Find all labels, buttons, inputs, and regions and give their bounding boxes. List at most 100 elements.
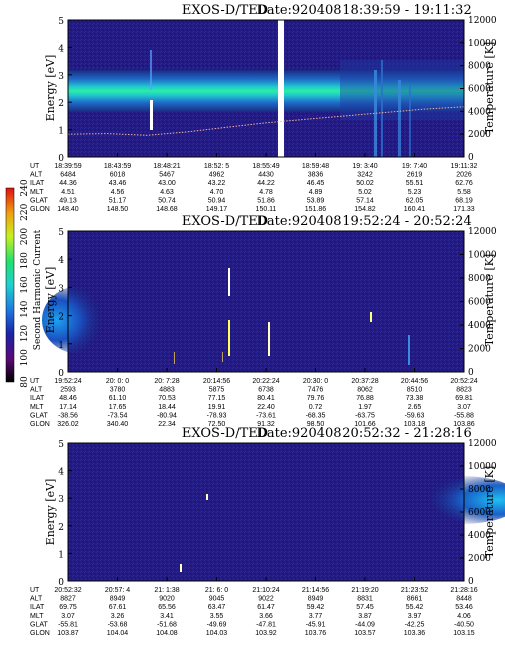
table-cell: 103.76 (305, 630, 327, 637)
panel-2-spike-7 (408, 335, 410, 365)
row-label: UT (30, 587, 40, 594)
table-cell: 8062 (357, 387, 373, 394)
table-cell: 2619 (407, 172, 423, 179)
table-cell: -51.68 (157, 621, 177, 628)
table-cell: 59.42 (307, 604, 325, 611)
table-cell: -59.63 (405, 412, 425, 419)
table-cell: -42.25 (405, 621, 425, 628)
panel-2-title: EXOS-D/TED (182, 214, 268, 229)
table-cell: -40.50 (454, 621, 474, 628)
table-cell: -73.61 (256, 412, 276, 419)
table-cell: 9045 (209, 596, 225, 603)
table-cell: 19.91 (208, 404, 226, 411)
row-label: MLT (30, 404, 44, 411)
colorbar-tick-label: 80 (20, 376, 30, 388)
panel-1-y2-ticks: 0 2000 4000 6000 8000 10000 12000 (460, 16, 497, 163)
y2-tick-label: 2000 (468, 345, 491, 355)
y-tick-label: 4 (58, 256, 64, 266)
table-cell: 4883 (159, 387, 175, 394)
table-cell: 149.17 (206, 206, 228, 213)
panel-3-spike-1 (206, 494, 208, 500)
table-cell: 18:52: 5 (204, 163, 229, 170)
table-cell: 17.14 (59, 404, 77, 411)
panel-2-y2-ticks: 0 2000 4000 6000 8000 10000 12000 (460, 227, 497, 378)
table-cell: 18:48:21 (153, 163, 180, 170)
panel-2-time-range: 19:52:24 - 20:52:24 (342, 214, 471, 229)
row-label: GLON (30, 421, 50, 428)
table-cell: 8827 (60, 596, 76, 603)
panel-2-date: Date:920408 (256, 214, 341, 229)
colorbar-tick-label: 200 (20, 228, 30, 245)
table-cell: 4.63 (160, 189, 174, 196)
panel-2-spike-6 (222, 352, 223, 362)
table-cell: 151.86 (305, 206, 327, 213)
panel-1-y-ticks: 0 1 2 3 4 5 (58, 17, 72, 164)
table-cell: 79.76 (307, 395, 325, 402)
table-cell: 6484 (60, 172, 76, 179)
table-cell: 8661 (407, 596, 423, 603)
panel-1: EXOS-D/TED Date:920408 18:39:59 - 19:11:… (30, 3, 497, 213)
colorbar-tick-label: 240 (20, 179, 30, 196)
panel-3-y-axis-label: Energy [eV] (44, 479, 57, 546)
table-cell: 3.41 (160, 613, 174, 620)
y-tick-label: 5 (58, 228, 64, 238)
panel-2-low-energy-blob (42, 286, 118, 354)
row-label: GLON (30, 630, 50, 637)
colorbar-tick-label: 140 (20, 300, 30, 317)
table-cell: 3.07 (61, 613, 75, 620)
y2-tick-label: 4000 (468, 107, 491, 117)
panel-3-date: Date:920408 (256, 426, 341, 441)
table-cell: 5875 (209, 387, 225, 394)
colorbar-ticks: 80 100 120 140 160 180 200 220 240 (20, 179, 30, 388)
y-tick-label: 2 (58, 523, 64, 533)
table-cell: -80.94 (157, 412, 177, 419)
table-cell: 3.77 (309, 613, 323, 620)
panel-1-y2-axis-label: Temperature [K] (483, 42, 496, 134)
row-label: GLON (30, 206, 50, 213)
table-cell: 7476 (308, 387, 324, 394)
table-cell: 4.78 (259, 189, 273, 196)
table-cell: 62.05 (406, 197, 424, 204)
table-cell: 53.89 (307, 197, 325, 204)
row-label: ALT (30, 387, 43, 394)
table-cell: 148.68 (156, 206, 178, 213)
table-cell: 50.74 (158, 197, 176, 204)
table-cell: 21: 6: 0 (205, 587, 228, 594)
y2-tick-label: 10000 (468, 39, 497, 49)
table-cell: 2593 (60, 387, 76, 394)
table-cell: 61.47 (257, 604, 275, 611)
y-tick-label: 5 (58, 440, 64, 450)
table-cell: 9022 (258, 596, 274, 603)
y2-tick-label: 10000 (468, 462, 497, 472)
table-cell: 104.08 (156, 630, 178, 637)
table-cell: 8510 (407, 387, 423, 394)
panel-3-y2-ticks: 0 2000 4000 6000 8000 10000 12000 (460, 439, 497, 587)
table-cell: 8949 (110, 596, 126, 603)
table-cell: 104.04 (107, 630, 129, 637)
table-cell: 171.33 (453, 206, 475, 213)
panel-1-y-axis-label: Energy [eV] (44, 55, 57, 122)
panel-1-streaks (374, 60, 411, 157)
panel-3-high-energy-blob (402, 476, 505, 524)
table-cell: 6738 (258, 387, 274, 394)
table-cell: 62.76 (455, 180, 473, 187)
row-label: MLT (30, 613, 44, 620)
y2-tick-label: 8000 (468, 274, 491, 284)
y-tick-label: 1 (58, 341, 64, 351)
y2-tick-label: 8000 (468, 485, 491, 495)
y-tick-label: 3 (58, 284, 64, 294)
row-label: GLAT (30, 621, 48, 628)
table-cell: 103.57 (354, 630, 376, 637)
table-cell: 67.61 (109, 604, 127, 611)
table-cell: 57.14 (356, 197, 374, 204)
row-label: ILAT (30, 180, 45, 187)
table-cell: 326.02 (57, 421, 79, 428)
colorbar-tick-label: 180 (20, 252, 30, 269)
y2-tick-label: 12000 (468, 439, 497, 449)
table-cell: 22.40 (257, 404, 275, 411)
table-cell: -55.88 (454, 412, 474, 419)
table-cell: 43.46 (109, 180, 127, 187)
table-cell: 148.50 (107, 206, 129, 213)
table-cell: 103.36 (404, 630, 426, 637)
panel-3-y-ticks: 0 1 2 3 4 5 (58, 440, 72, 588)
